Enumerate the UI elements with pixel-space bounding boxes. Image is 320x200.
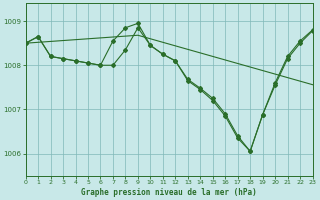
X-axis label: Graphe pression niveau de la mer (hPa): Graphe pression niveau de la mer (hPa) <box>81 188 257 197</box>
